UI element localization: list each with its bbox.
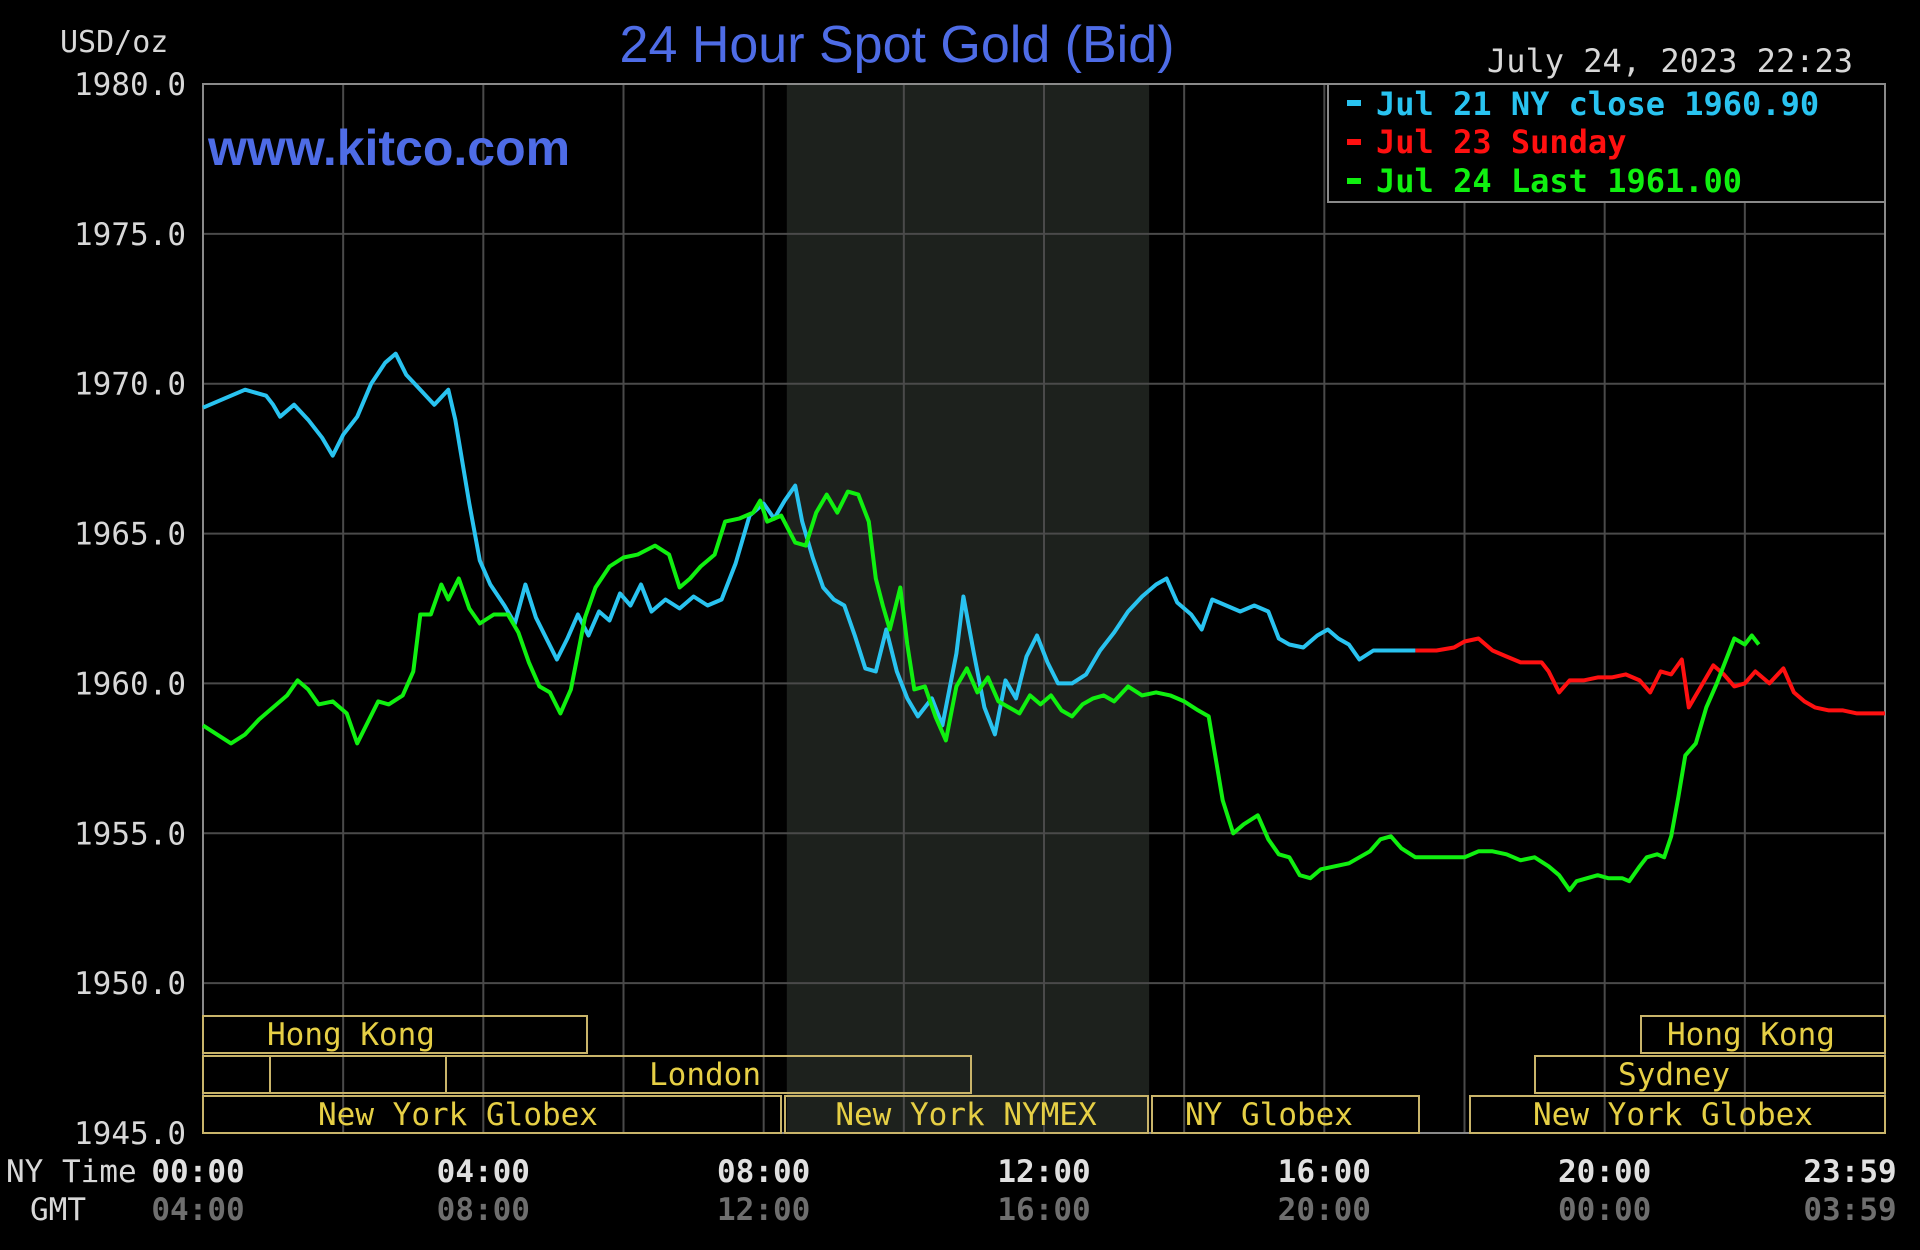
y-tick-label: 1975.0: [74, 217, 186, 253]
y-tick-label: 1980.0: [74, 67, 186, 103]
legend-label-jul21: Jul 21 NY close 1960.90: [1376, 85, 1819, 123]
legend-label-jul23: Jul 23 Sunday: [1376, 123, 1626, 161]
gmt-tick-label: 08:00: [437, 1192, 530, 1228]
x-axis-tick-labels: 00:00 04:00 08:00 12:00 16:00 20:00 23:5904:00…: [151, 1154, 1896, 1228]
session-ny-nymex-box: [784, 1095, 1149, 1134]
ny-time-tick-label: 00:00: [151, 1154, 244, 1190]
session-label-sydney: Sydney: [1618, 1057, 1730, 1093]
ny-time-tick-label: 08:00: [717, 1154, 810, 1190]
session-label-hong-kong: Hong Kong: [267, 1017, 435, 1053]
ny-time-tick-label: 23:59: [1803, 1154, 1896, 1190]
series-line-3: [201, 489, 1761, 893]
y-tick-label: 1950.0: [74, 966, 186, 1002]
gmt-tick-label: 16:00: [997, 1192, 1090, 1228]
nymex-session-shade: [786, 84, 1150, 1133]
timestamp: July 24, 2023 22:23: [1487, 42, 1853, 80]
ny-time-tick-label: 20:00: [1558, 1154, 1651, 1190]
legend-swatch-jul23: [1347, 139, 1361, 145]
units-label: USD/oz: [60, 25, 168, 60]
session-label-london: London: [649, 1057, 761, 1093]
session-label-hong-kong-2: Hong Kong: [1667, 1017, 1835, 1053]
legend-swatch-jul24: [1347, 178, 1361, 184]
market-sessions: [202, 1015, 1886, 1134]
grid-lines: [203, 84, 1885, 1133]
gmt-tick-label: 20:00: [1278, 1192, 1371, 1228]
y-tick-label: 1945.0: [74, 1116, 186, 1152]
price-series-lines: [201, 351, 1885, 893]
gmt-tick-label: 12:00: [717, 1192, 810, 1228]
ny-time-tick-label: 12:00: [997, 1154, 1090, 1190]
y-tick-label: 1970.0: [74, 367, 186, 403]
y-axis-tick-labels: 1980.0 1975.0 1970.0 1965.0 1960.0 1955.0 1950…: [74, 67, 186, 1152]
session-ny-globex-box: [202, 1095, 782, 1134]
market-session-labels: Hong Kong London New York Globex New Yor…: [267, 1017, 1835, 1133]
session-label-ny-nymex: New York NYMEX: [835, 1097, 1097, 1133]
watermark-text: www.kitco.com: [207, 120, 570, 176]
session-label-ny-globex-2: NY Globex: [1185, 1097, 1353, 1133]
ny-time-axis-label: NY Time: [6, 1154, 137, 1190]
series-line-2: [1415, 636, 1885, 716]
legend: Jul 21 NY close 1960.90 Jul 23 Sunday Ju…: [1327, 83, 1886, 203]
session-london-box: [445, 1055, 972, 1094]
gmt-tick-label: 03:59: [1803, 1192, 1896, 1228]
y-tick-label: 1960.0: [74, 666, 186, 702]
ny-time-tick-label: 16:00: [1278, 1154, 1371, 1190]
legend-box: [1327, 83, 1886, 203]
series-line-1: [202, 351, 1416, 737]
gmt-tick-label: 04:00: [151, 1192, 244, 1228]
session-hong-kong-2-box: [1640, 1015, 1886, 1054]
gmt-tick-label: 00:00: [1558, 1192, 1651, 1228]
ny-time-tick-label: 04:00: [437, 1154, 530, 1190]
y-tick-label: 1955.0: [74, 816, 186, 852]
session-sydney-box: [1534, 1055, 1886, 1094]
y-tick-label: 1965.0: [74, 517, 186, 553]
gmt-axis-label: GMT: [30, 1192, 86, 1228]
session-label-ny-globex-3: New York Globex: [1533, 1097, 1813, 1133]
session-label-ny-globex: New York Globex: [318, 1097, 598, 1133]
legend-swatch-jul21: [1347, 100, 1361, 106]
session-hong-kong-box: [202, 1015, 588, 1054]
session-ny-globex-3-box: [1469, 1095, 1886, 1134]
chart-title: 24 Hour Spot Gold (Bid): [620, 16, 1175, 74]
session-ny-globex-2-box: [1151, 1095, 1420, 1134]
legend-label-jul24: Jul 24 Last 1961.00: [1376, 162, 1742, 200]
